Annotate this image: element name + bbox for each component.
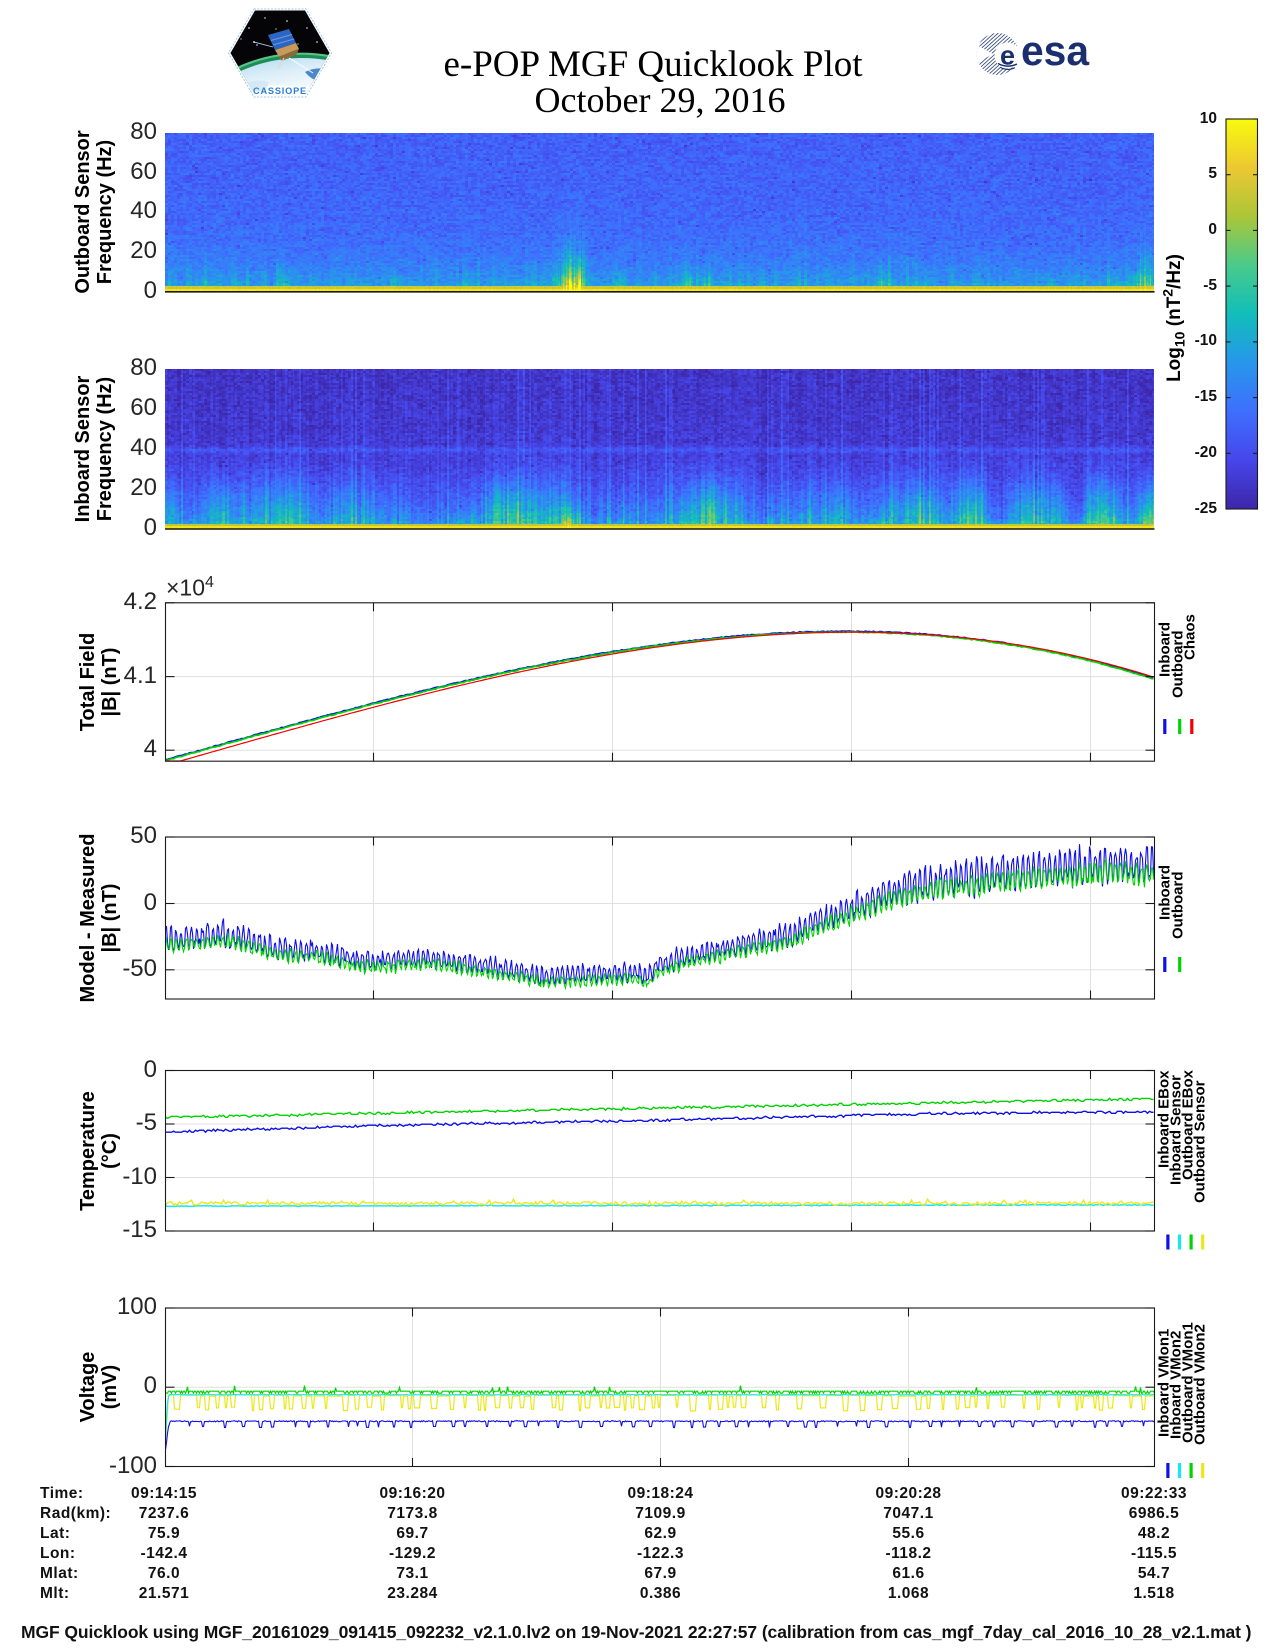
svg-text:CASSIOPE: CASSIOPE (253, 86, 307, 96)
svg-text:esa: esa (1021, 28, 1090, 74)
svg-text:e: e (1000, 41, 1015, 71)
